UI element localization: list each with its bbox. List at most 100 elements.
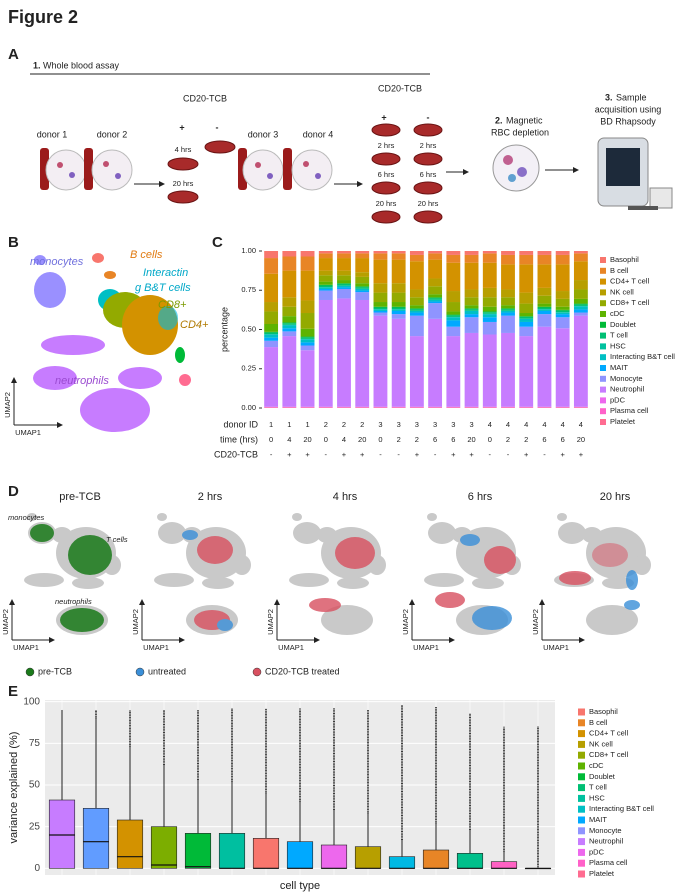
bar-segment [519,336,534,407]
bar-segment [282,322,297,324]
cluster-label: Interactin [143,267,188,279]
bar-segment [264,337,279,341]
row-value: + [287,450,292,459]
legend-label: CD20-TCB treated [265,666,340,676]
bar-segment [537,314,552,327]
bar-segment [501,309,515,311]
bar-segment [519,292,534,304]
bar-segment [555,328,570,407]
legend-label: CD8+ T cell [610,298,649,307]
bar-segment [573,251,588,254]
bar-segment [282,331,297,337]
legend: pre-TCB untreated CD20-TCB treated [25,666,340,676]
row-value: 2 [360,420,364,429]
plus-sign: + [179,122,184,132]
bar-segment [446,336,461,407]
bar-segment [446,254,461,263]
row-value: - [325,450,328,459]
bar-segment [519,316,534,317]
bar-segment [501,308,515,310]
row-value: 0 [324,435,328,444]
row-value: 20 [303,435,311,444]
bar-segment [264,311,279,325]
legend-label: NK cell [589,739,613,748]
legend-label: CD4+ T cell [610,277,649,286]
row-value: + [524,450,529,459]
time-label: 20 hrs [173,179,194,188]
bar-segment [555,251,570,255]
bar-segment [573,303,588,305]
row-value: 4 [579,420,583,429]
bar-segment [409,297,424,306]
bar-segment [337,283,351,286]
bar-segment [555,310,570,313]
bar-segment [464,317,479,333]
legend-swatch [578,784,585,792]
legend-label: HSC [610,341,626,350]
legend-swatch [600,343,606,350]
box [388,856,416,869]
umap-title: pre-TCB [59,491,101,503]
legend-swatch [578,719,585,727]
row-value: 1 [287,420,291,429]
step-number: 3. [605,92,613,102]
legend-swatch [600,267,606,274]
legend-swatch [578,708,585,716]
bar-segment [537,310,552,315]
step-label: Sample [616,92,647,102]
bar-segment [464,308,479,310]
bar-segment [391,253,406,260]
bar-segment [264,347,279,407]
bar-segment [428,318,443,407]
bar-segment [391,302,406,307]
bar-segment [537,287,552,296]
bar-segment [501,254,515,265]
cluster-label: monocytes [8,513,45,522]
y-tick-label: 1.00 [241,246,256,255]
bar-segment [300,339,315,343]
bar-segment [318,287,333,289]
bar-segment [446,302,461,312]
bar-segment [409,310,424,313]
legend-swatch [600,321,606,328]
bar-segment [428,251,443,254]
bar-segment [373,309,388,311]
bar-segment [337,280,351,284]
bar-segment [501,297,515,306]
bar-segment [555,291,570,299]
legend-label: Basophil [589,707,618,716]
bar-segment [318,290,333,300]
step-label: RBC depletion [491,127,549,137]
panel-letter: A [8,46,19,63]
legend-label: untreated [148,666,186,676]
umap-title: 6 hrs [468,491,493,503]
legend-label: T cell [589,783,607,792]
bar-segment [501,251,515,255]
bar-segment [519,326,534,337]
legend-label: HSC [589,793,605,802]
row-value: 2 [524,435,528,444]
bar-segment [446,317,461,321]
axis-label: UMAP2 [531,609,540,635]
row-value: + [342,450,347,459]
bar-segment [519,321,534,327]
row-value: + [579,450,584,459]
axis-label: UMAP2 [3,392,12,418]
axis-label: UMAP1 [278,643,304,652]
legend-label: cDC [610,309,625,318]
legend-swatch [578,827,585,835]
bar-segment [446,262,461,292]
bar-segment [446,326,461,337]
row-value: 4 [506,420,510,429]
bar-segment [482,287,497,298]
row-value: - [379,450,382,459]
bar-segment [282,306,297,317]
legend-label: Plasma cell [589,858,628,867]
time-label: 6 hrs [378,170,395,179]
bar-segment [537,306,552,308]
axis-label: UMAP2 [131,609,140,635]
bar-segment [318,284,333,286]
bar-segment [337,288,351,299]
bar-segment [464,251,479,255]
bar-segment [464,254,479,263]
